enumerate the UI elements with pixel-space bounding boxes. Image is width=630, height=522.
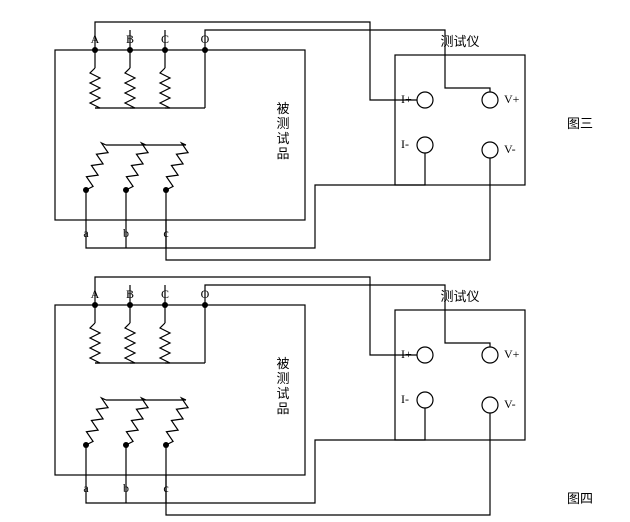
tester-title: 测试仪 <box>440 289 479 304</box>
terminal-v-plus: V+ <box>504 92 520 106</box>
svg-text:试: 试 <box>276 386 289 401</box>
svg-text:品: 品 <box>276 146 289 161</box>
diagram-2: ABCOabc被测试品测试仪I+I-V+V-图四 <box>55 277 593 515</box>
terminal-v-minus: V- <box>504 142 516 156</box>
terminal-v-plus: V+ <box>504 347 520 361</box>
diagram-1: ABCOabc被测试品测试仪I+I-V+V-图三 <box>55 22 593 260</box>
svg-text:被: 被 <box>276 356 289 371</box>
svg-text:测: 测 <box>276 116 289 131</box>
svg-text:品: 品 <box>276 401 289 416</box>
tester-title: 测试仪 <box>440 34 479 49</box>
terminal-v-minus: V- <box>504 397 516 411</box>
terminal-i-plus: I+ <box>401 92 412 106</box>
terminal-i-minus: I- <box>401 392 409 406</box>
terminal-i-plus: I+ <box>401 347 412 361</box>
figure-label: 图四 <box>567 491 593 506</box>
dut-title: 被测试品 <box>276 101 289 161</box>
figure-label: 图三 <box>567 116 593 131</box>
terminal-i-minus: I- <box>401 137 409 151</box>
svg-text:试: 试 <box>276 131 289 146</box>
svg-text:测: 测 <box>276 371 289 386</box>
dut-title: 被测试品 <box>276 356 289 416</box>
svg-text:被: 被 <box>276 101 289 116</box>
